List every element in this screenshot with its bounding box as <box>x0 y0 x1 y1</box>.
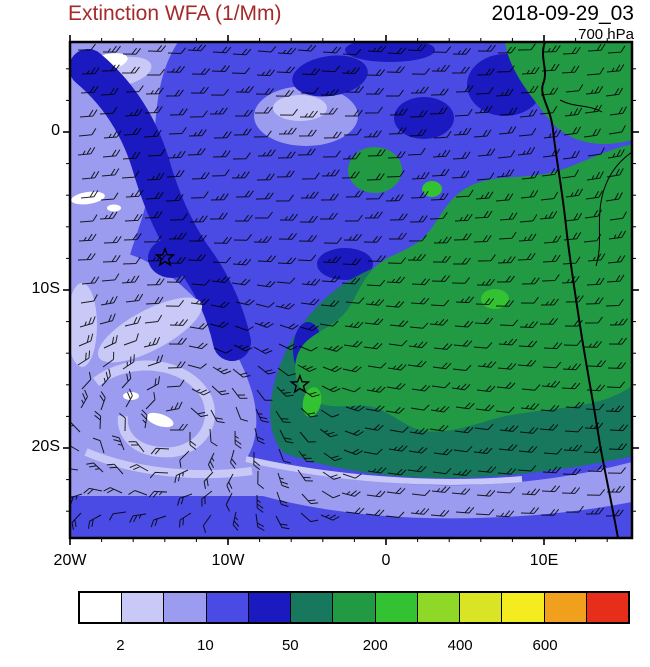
colorbar-box <box>460 593 503 622</box>
pale-band <box>97 297 203 363</box>
fill-region-green-main <box>295 144 632 432</box>
coastline <box>541 42 619 538</box>
colorbar-box <box>80 593 123 622</box>
site-markers-layer <box>154 246 311 394</box>
valid-datetime: 2018-09-29_03 <box>491 2 634 25</box>
white-patch <box>71 191 105 205</box>
pressure-level: 700 hPa <box>578 26 634 43</box>
wind-barbs <box>70 43 629 533</box>
darkblue-patch <box>148 238 196 278</box>
fill-region-darkblue-band <box>70 49 251 361</box>
green-patch <box>348 147 402 193</box>
colorbar-box <box>417 593 461 622</box>
white-patch <box>123 392 139 400</box>
y-tick-label: 0 <box>51 122 60 139</box>
x-tick-label: 10W <box>211 552 245 569</box>
colorbar-box <box>206 593 249 622</box>
y-tick-label: 10S <box>31 280 60 297</box>
fill-region-green-northeast <box>505 42 632 145</box>
pale-blob-core <box>273 95 327 121</box>
pale-arc <box>245 456 523 485</box>
colorbar-box <box>333 593 376 622</box>
colorbar-box <box>248 593 292 622</box>
colorbar-box <box>375 593 418 622</box>
darkblue-patch <box>394 97 454 139</box>
pale-patch <box>70 283 97 367</box>
pale-arc <box>84 448 253 479</box>
page-title: Extinction WFA (1/Mm) <box>68 2 282 25</box>
x-tick-label: 20W <box>53 552 87 569</box>
colorbar-box <box>586 593 629 622</box>
colorbar-box <box>502 593 545 622</box>
x-tick-label: 0 <box>381 552 391 569</box>
colorbar-box <box>122 593 165 622</box>
x-tick-label: 10E <box>529 552 559 569</box>
colorbar-box <box>544 593 587 622</box>
darkblue-patch <box>292 55 368 97</box>
star-marker <box>289 373 311 394</box>
bright-green-patch <box>422 181 442 197</box>
colorbar-box <box>164 593 207 622</box>
colorbar-box <box>291 593 334 622</box>
darkblue-patch <box>345 42 435 62</box>
bright-green-patch <box>302 387 322 417</box>
star-marker <box>154 246 176 267</box>
inland-border-line <box>595 151 632 267</box>
colorbar <box>78 591 630 624</box>
white-patch <box>146 412 174 428</box>
axis-ticks <box>63 35 639 545</box>
y-tick-label: 20S <box>31 438 60 455</box>
fill-region-vortex <box>70 247 332 496</box>
white-patch <box>107 204 121 212</box>
fill-region-bottom-band <box>232 456 632 519</box>
map-canvas <box>70 42 632 538</box>
wind-barbs-layer <box>70 43 629 533</box>
